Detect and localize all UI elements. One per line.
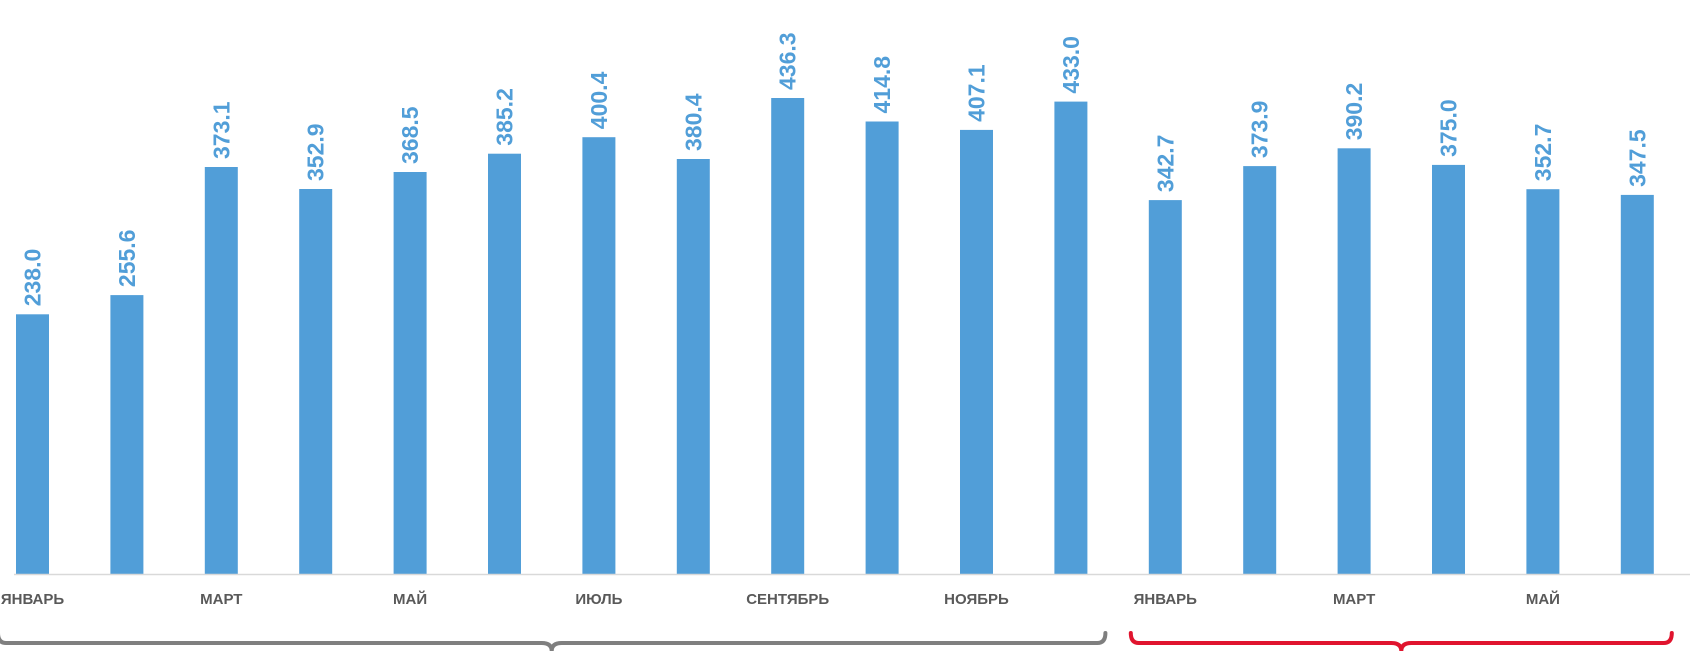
bar-value-label: 368.5 — [397, 106, 423, 164]
bar — [488, 153, 521, 574]
x-tick-label: НОЯБРЬ — [944, 591, 1009, 608]
bar-value-label: 380.4 — [680, 93, 706, 151]
x-tick-label: СЕНТЯБРЬ — [746, 591, 829, 608]
x-tick-label: МАЙ — [1526, 590, 1560, 608]
x-tick-label: ЯНВАРЬ — [1, 591, 65, 608]
bar-value-label: 436.3 — [775, 32, 801, 90]
x-tick-label: МАРТ — [1333, 591, 1375, 608]
bar — [582, 137, 616, 574]
bar-value-label: 373.9 — [1247, 101, 1273, 159]
bar-value-label: 385.2 — [492, 88, 518, 146]
bar-value-label: 414.8 — [869, 56, 895, 114]
bar-value-label: 375.0 — [1436, 99, 1462, 157]
bar — [110, 295, 144, 574]
bar-value-label: 342.7 — [1152, 135, 1178, 193]
x-tick-label: ЯНВАРЬ — [1134, 591, 1198, 608]
bar — [204, 167, 238, 574]
bar-value-label: 255.6 — [114, 230, 140, 288]
bar-value-label: 352.7 — [1530, 124, 1556, 182]
group-bracket — [0, 631, 1108, 651]
bar — [16, 314, 49, 574]
bar — [1148, 200, 1182, 574]
bar-value-label: 373.1 — [208, 101, 234, 159]
bar — [676, 159, 710, 574]
bar — [1054, 101, 1088, 574]
bar — [1432, 164, 1465, 574]
data-labels-layer: 238.0 255.6 373.1 352.9 368.5 385.2 400.4 380.4… — [20, 32, 1651, 306]
bar-value-label: 352.9 — [303, 123, 329, 181]
bars-layer — [16, 98, 1654, 575]
bar — [1526, 189, 1560, 574]
x-tick-labels-layer: ЯНВАРЬ МАРТ МАЙ ИЮЛЬ СЕНТЯБРЬ НОЯБРЬ ЯНВАРЬ МАР… — [1, 590, 1560, 608]
bar-value-label: 238.0 — [20, 249, 46, 307]
bar — [960, 129, 993, 574]
bar-value-label: 400.4 — [586, 71, 612, 129]
x-tick-label: МАЙ — [393, 590, 427, 608]
bar — [393, 172, 427, 574]
bar — [1243, 166, 1277, 574]
bar — [299, 189, 333, 574]
group-bracket — [1128, 631, 1674, 651]
bar — [1337, 148, 1371, 575]
bar — [1620, 194, 1654, 574]
bar-value-label: 433.0 — [1058, 36, 1084, 94]
x-tick-label: ИЮЛЬ — [575, 591, 622, 608]
bar-value-label: 390.2 — [1341, 83, 1367, 141]
bar-value-label: 407.1 — [964, 64, 990, 122]
bar-value-label: 347.5 — [1624, 129, 1650, 187]
group-brackets-layer — [0, 631, 1674, 651]
bar — [865, 121, 899, 574]
bar — [771, 98, 805, 574]
x-tick-label: МАРТ — [200, 591, 242, 608]
